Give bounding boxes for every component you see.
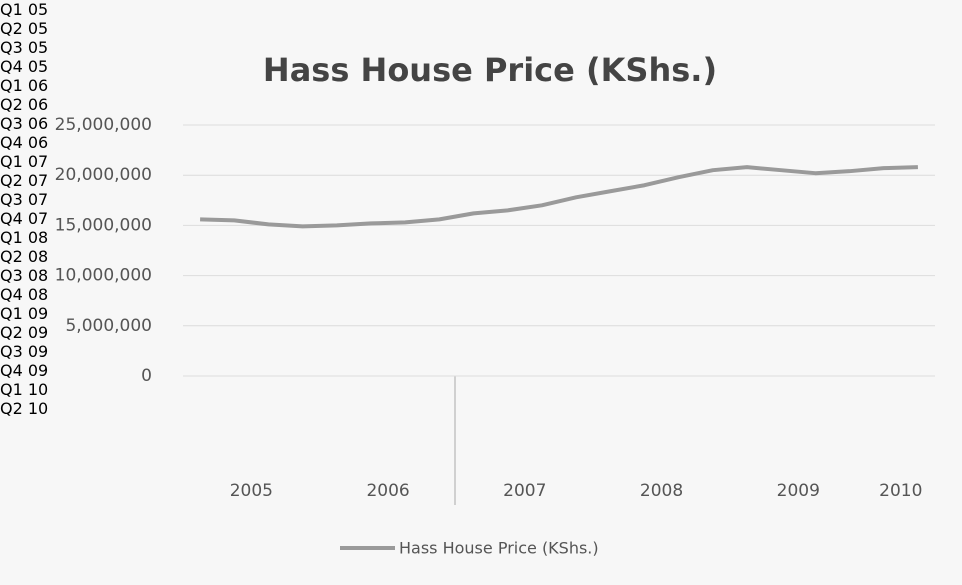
x-tick-label: Q4 07 — [0, 209, 49, 228]
x-tick-label: Q3 07 — [0, 190, 49, 209]
x-tick-label: Q4 06 — [0, 133, 49, 152]
year-label: 2005 — [230, 481, 273, 501]
legend-label: Hass House Price (KShs.) — [399, 539, 599, 558]
x-tick-label: Q4 09 — [0, 361, 49, 380]
year-label: 2007 — [503, 481, 546, 501]
x-tick-label: Q2 08 — [0, 247, 49, 266]
x-tick-label: Q3 06 — [0, 114, 49, 133]
year-label: 2006 — [366, 481, 409, 501]
data-line — [200, 165, 918, 229]
year-label: 2010 — [879, 481, 922, 501]
y-tick-label: 5,000,000 — [65, 316, 152, 336]
x-tick-label: Q1 05 — [0, 0, 49, 19]
x-tick-label: Q1 07 — [0, 152, 49, 171]
y-tick-label: 0 — [141, 366, 152, 386]
chart-title: Hass House Price (KShs.) — [263, 51, 717, 89]
x-tick-label: Q3 05 — [0, 38, 49, 57]
x-tick-label: Q2 10 — [0, 399, 49, 418]
x-tick-label: Q2 05 — [0, 19, 49, 38]
x-tick-label: Q2 06 — [0, 95, 49, 114]
x-tick-label: Q4 08 — [0, 285, 49, 304]
x-tick-label: Q1 09 — [0, 304, 49, 323]
y-tick-label: 20,000,000 — [55, 165, 152, 185]
x-tick-label: Q1 06 — [0, 76, 49, 95]
x-tick-label: Q2 09 — [0, 323, 49, 342]
x-tick-label: Q1 10 — [0, 380, 49, 399]
x-tick-label: Q1 08 — [0, 228, 49, 247]
year-label: 2009 — [777, 481, 820, 501]
year-label: 2008 — [640, 481, 683, 501]
x-tick-label: Q3 08 — [0, 266, 49, 285]
x-tick-label: Q4 05 — [0, 57, 49, 76]
x-tick-label: Q3 09 — [0, 342, 49, 361]
x-tick-label: Q2 07 — [0, 171, 49, 190]
y-tick-label: 10,000,000 — [55, 266, 152, 286]
y-tick-label: 15,000,000 — [55, 215, 152, 235]
y-tick-label: 25,000,000 — [55, 115, 152, 135]
